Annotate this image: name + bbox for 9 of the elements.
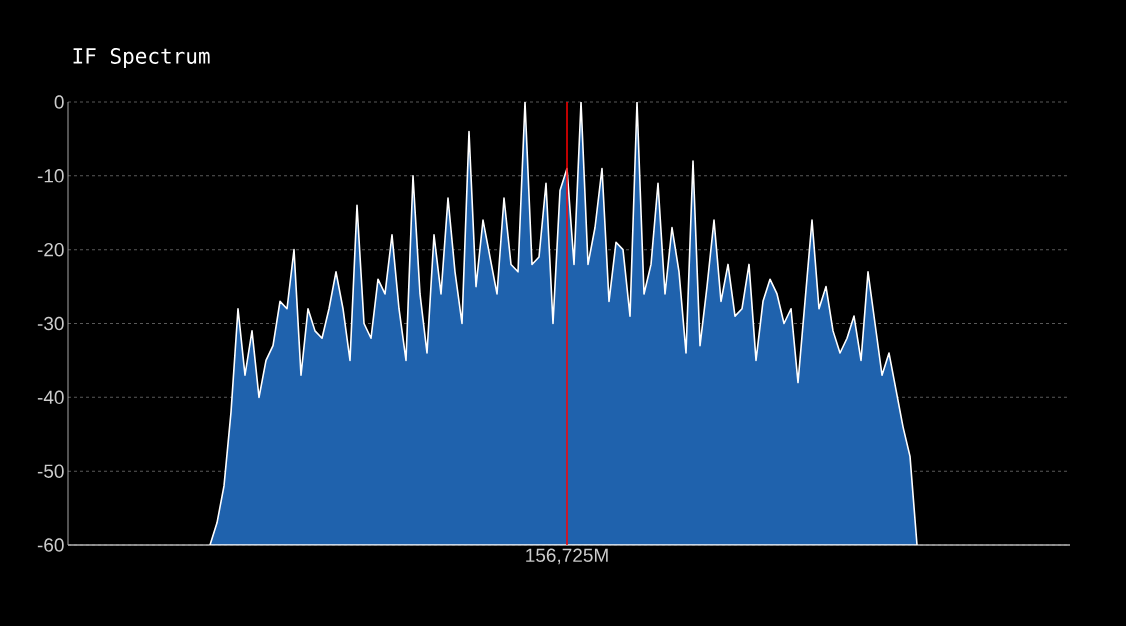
- y-tick-label: -60: [37, 538, 64, 552]
- chart-title: IF Spectrum: [73, 48, 210, 68]
- y-tick-label: -10: [37, 169, 64, 183]
- y-tick-label: -30: [37, 316, 64, 331]
- y-tick-label: -20: [37, 242, 64, 257]
- x-tick-label: 156,725M: [526, 548, 608, 565]
- y-tick-label: -50: [37, 464, 64, 478]
- y-tick-label: 0: [54, 95, 64, 109]
- y-tick-label: -40: [37, 390, 64, 405]
